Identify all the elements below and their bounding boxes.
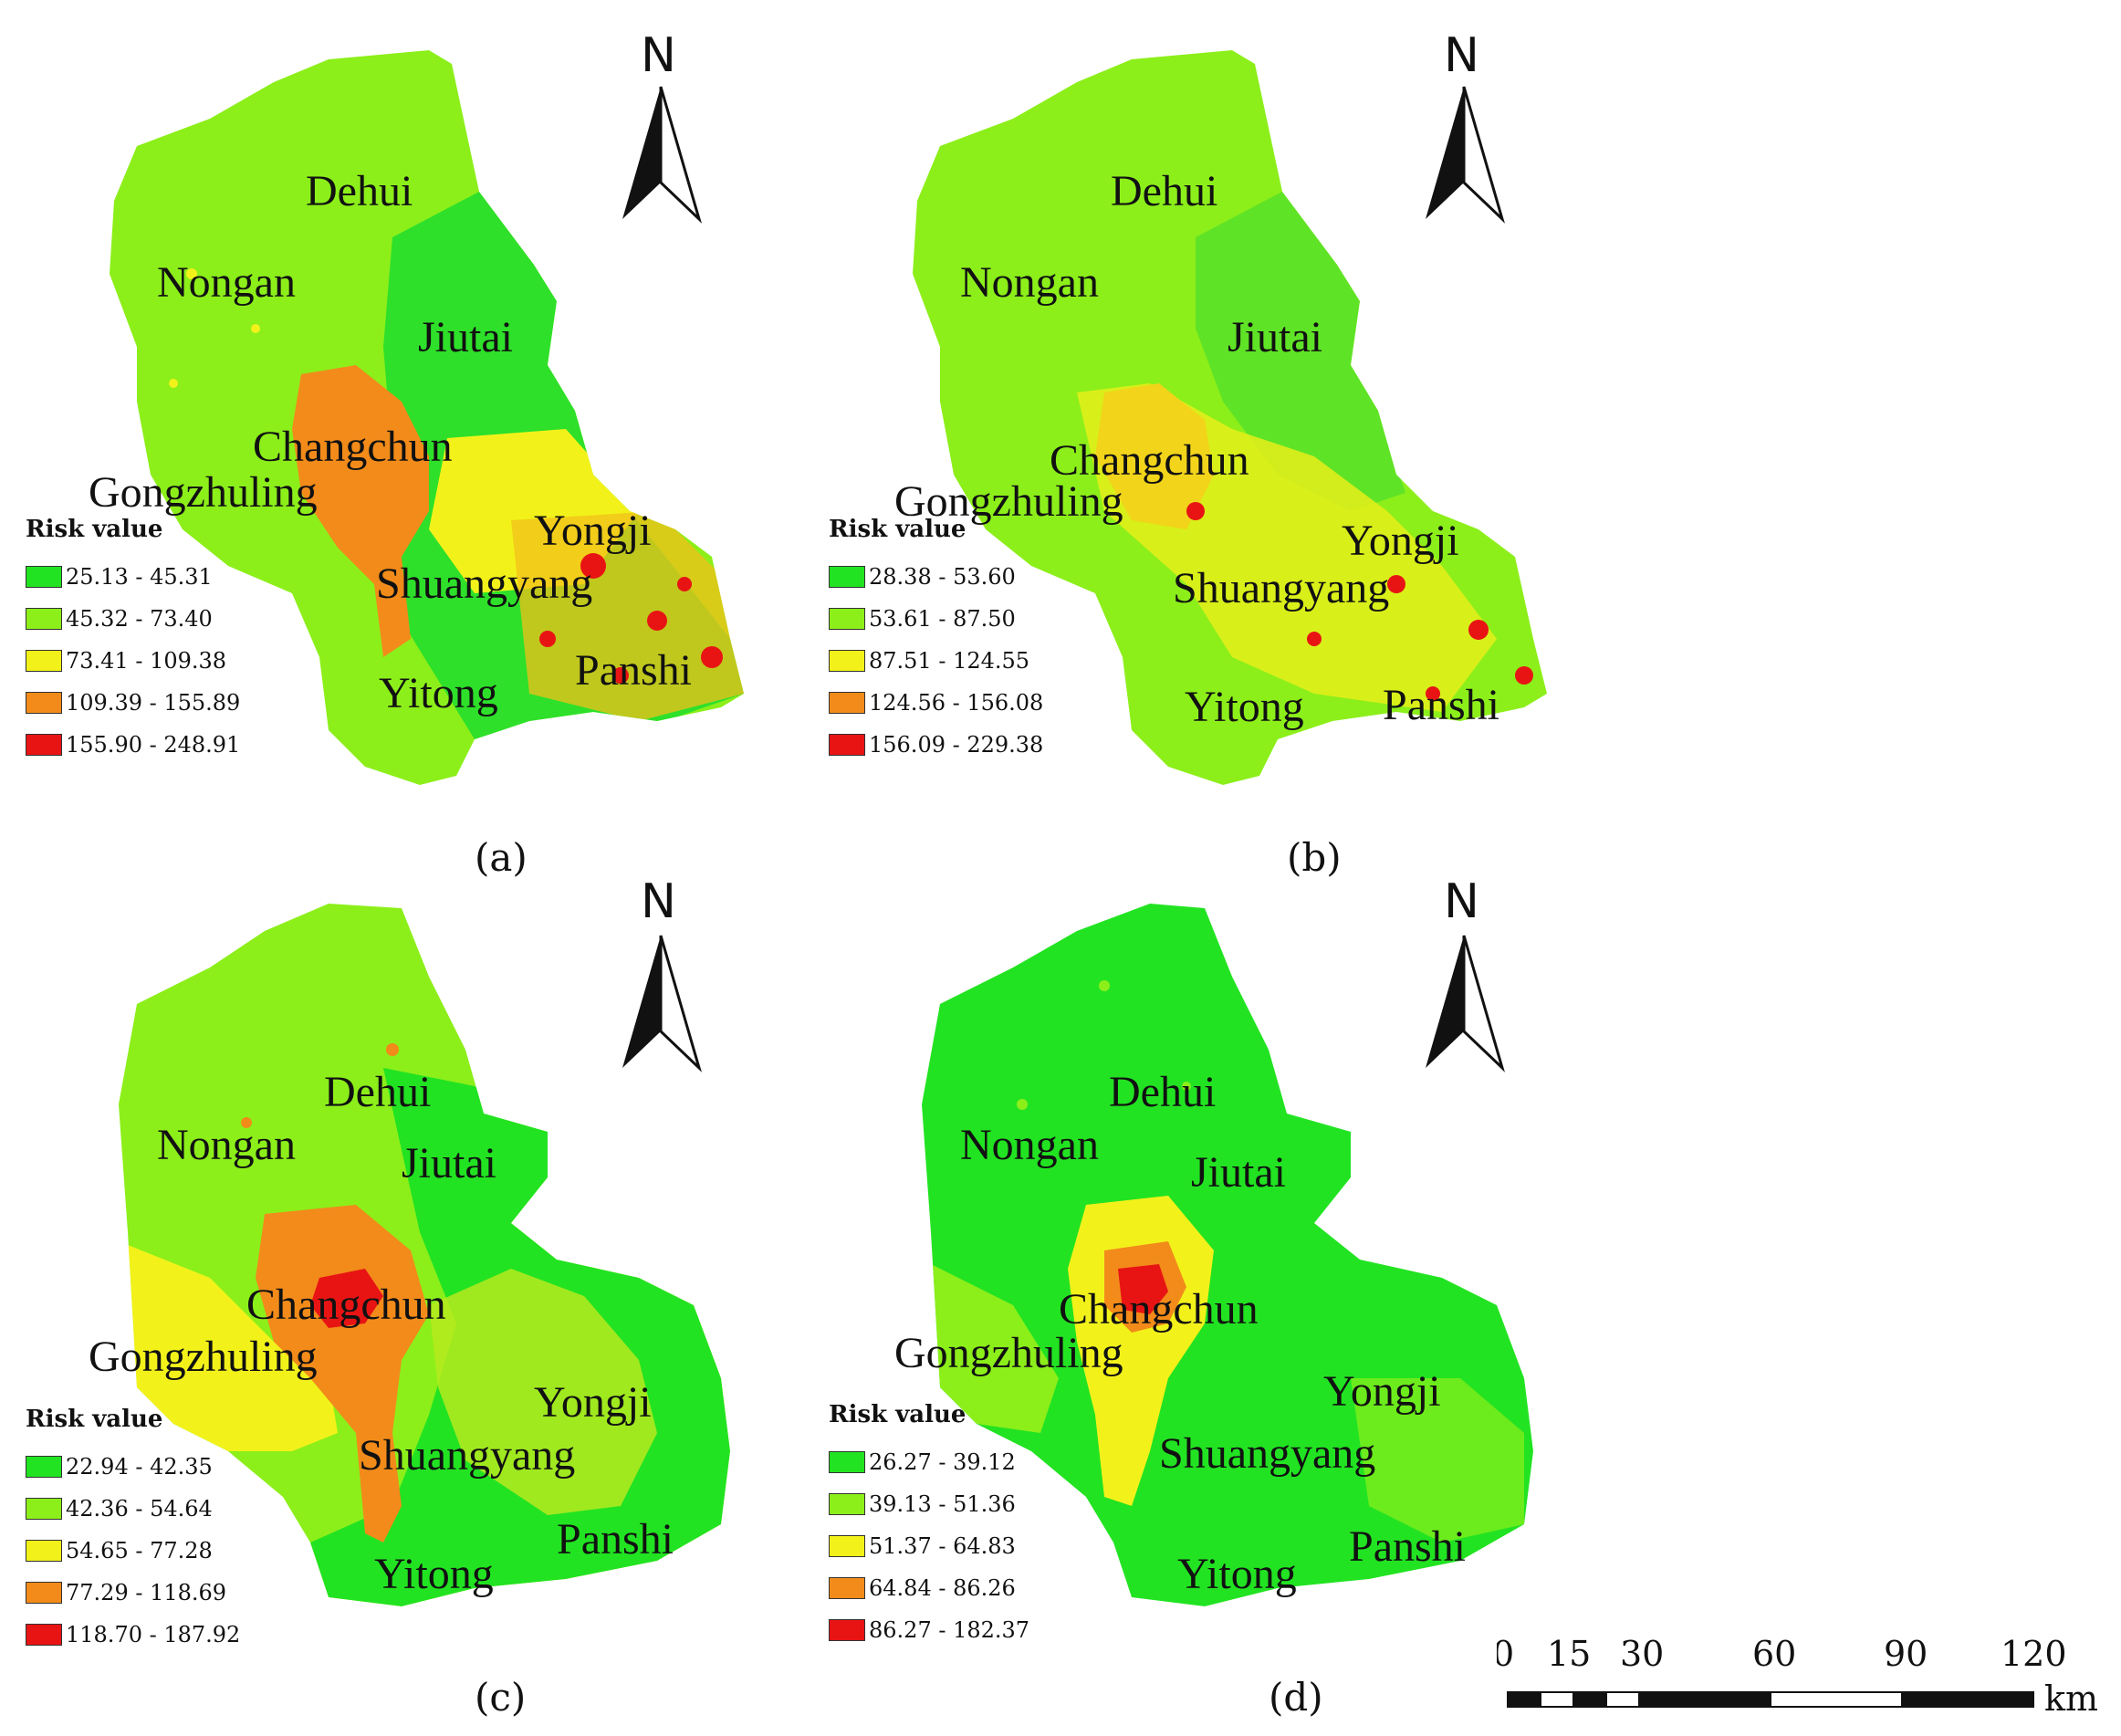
legend-item: 53.61 - 87.50 bbox=[829, 598, 1043, 640]
legend-item: 118.70 - 187.92 bbox=[26, 1614, 240, 1656]
map-panel-d: Dehui Nongan Jiutai Changchun Gongzhulin… bbox=[803, 867, 1716, 1734]
scale-bar: 0 15 30 60 90 120 km bbox=[1497, 1634, 2098, 1719]
scale-tick-label: 90 bbox=[1884, 1634, 1928, 1674]
legend-b: Risk value 28.38 - 53.60 53.61 - 87.50 8… bbox=[829, 516, 1043, 766]
risk-map-b: Dehui Nongan Jiutai Changchun Gongzhulin… bbox=[894, 28, 1547, 785]
legend-a: Risk value 25.13 - 45.31 45.32 - 73.40 7… bbox=[26, 516, 240, 766]
legend-item: 54.65 - 77.28 bbox=[26, 1530, 240, 1572]
place-label-shuangyang: Shuangyang bbox=[1173, 564, 1389, 612]
risk-map-d: Dehui Nongan Jiutai Changchun Gongzhulin… bbox=[894, 874, 1533, 1606]
legend-title: Risk value bbox=[26, 516, 163, 543]
scale-tick-label: 15 bbox=[1547, 1634, 1591, 1674]
place-label-panshi: Panshi bbox=[557, 1515, 674, 1563]
legend-item: 26.27 - 39.12 bbox=[829, 1441, 1029, 1483]
scale-tick-label: 120 bbox=[2001, 1634, 2067, 1674]
place-label-dehui: Dehui bbox=[324, 1068, 431, 1116]
legend-c: Risk value 22.94 - 42.35 42.36 - 54.64 5… bbox=[26, 1406, 240, 1656]
place-label-nongan: Nongan bbox=[157, 1121, 296, 1169]
place-label-nongan: Nongan bbox=[960, 258, 1099, 307]
scale-tick-label: 60 bbox=[1752, 1634, 1796, 1674]
place-label-jiutai: Jiutai bbox=[1191, 1148, 1286, 1197]
legend-item: 87.51 - 124.55 bbox=[829, 640, 1043, 682]
legend-d: Risk value 26.27 - 39.12 39.13 - 51.36 5… bbox=[829, 1401, 1029, 1651]
svg-text:N: N bbox=[1444, 874, 1479, 929]
place-label-jiutai: Jiutai bbox=[402, 1139, 496, 1187]
north-arrow-icon: N bbox=[622, 874, 702, 1072]
legend-item: 42.36 - 54.64 bbox=[26, 1488, 240, 1530]
place-label-gongzhuling: Gongzhuling bbox=[89, 468, 318, 517]
scale-tick-label: 30 bbox=[1620, 1634, 1664, 1674]
place-label-changchun: Changchun bbox=[1050, 436, 1249, 485]
scale-tick-label: 0 bbox=[1497, 1634, 1514, 1674]
caption-c: (c) bbox=[475, 1675, 527, 1720]
place-label-gongzhuling: Gongzhuling bbox=[894, 1329, 1123, 1377]
legend-item: 156.09 - 229.38 bbox=[829, 724, 1043, 766]
north-arrow-icon: N bbox=[1426, 28, 1505, 224]
caption-a: (a) bbox=[475, 835, 528, 880]
svg-text:N: N bbox=[641, 28, 676, 83]
place-label-yongji: Yongji bbox=[534, 507, 652, 555]
legend-item: 155.90 - 248.91 bbox=[26, 724, 240, 766]
place-label-panshi: Panshi bbox=[1349, 1522, 1466, 1571]
place-label-shuangyang: Shuangyang bbox=[359, 1431, 575, 1480]
legend-item: 64.84 - 86.26 bbox=[829, 1567, 1029, 1609]
place-label-yitong: Yitong bbox=[379, 669, 498, 717]
legend-item: 45.32 - 73.40 bbox=[26, 598, 240, 640]
place-label-yongji: Yongji bbox=[1323, 1367, 1441, 1416]
place-labels-c: Dehui Nongan Jiutai Changchun Gongzhulin… bbox=[89, 1068, 674, 1598]
risk-map-c: Dehui Nongan Jiutai Changchun Gongzhulin… bbox=[89, 874, 730, 1606]
map-panel-b: Dehui Nongan Jiutai Changchun Gongzhulin… bbox=[803, 0, 1716, 880]
svg-text:N: N bbox=[641, 874, 676, 929]
place-labels-b: Dehui Nongan Jiutai Changchun Gongzhulin… bbox=[894, 167, 1499, 731]
legend-item: 39.13 - 51.36 bbox=[829, 1483, 1029, 1525]
scale-unit: km bbox=[2044, 1678, 2098, 1719]
place-label-jiutai: Jiutai bbox=[418, 313, 513, 361]
north-arrow-icon: N bbox=[1426, 874, 1505, 1072]
legend-item: 51.37 - 64.83 bbox=[829, 1525, 1029, 1567]
place-label-nongan: Nongan bbox=[960, 1121, 1099, 1169]
place-label-dehui: Dehui bbox=[306, 167, 413, 215]
place-label-dehui: Dehui bbox=[1109, 1068, 1216, 1116]
place-label-panshi: Panshi bbox=[1383, 681, 1499, 729]
legend-item: 109.39 - 155.89 bbox=[26, 682, 240, 724]
map-panel-a: Dehui Nongan Jiutai Changchun Gongzhulin… bbox=[0, 0, 913, 880]
north-arrow-icon: N bbox=[622, 28, 702, 224]
place-label-changchun: Changchun bbox=[253, 423, 453, 471]
place-label-gongzhuling: Gongzhuling bbox=[894, 477, 1123, 526]
place-label-panshi: Panshi bbox=[575, 646, 692, 695]
legend-title: Risk value bbox=[829, 516, 966, 543]
place-label-yongji: Yongji bbox=[1342, 517, 1459, 565]
svg-text:N: N bbox=[1444, 28, 1479, 83]
risk-map-a: Dehui Nongan Jiutai Changchun Gongzhulin… bbox=[89, 28, 744, 785]
legend-item: 22.94 - 42.35 bbox=[26, 1446, 240, 1488]
caption-d: (d) bbox=[1269, 1675, 1323, 1720]
place-label-shuangyang: Shuangyang bbox=[376, 559, 592, 608]
place-label-changchun: Changchun bbox=[1059, 1285, 1259, 1333]
legend-item: 25.13 - 45.31 bbox=[26, 556, 240, 598]
place-labels-a: Dehui Nongan Jiutai Changchun Gongzhulin… bbox=[89, 167, 692, 717]
legend-title: Risk value bbox=[829, 1401, 966, 1428]
place-label-changchun: Changchun bbox=[246, 1281, 446, 1329]
place-label-jiutai: Jiutai bbox=[1228, 313, 1322, 361]
legend-item: 28.38 - 53.60 bbox=[829, 556, 1043, 598]
legend-item: 73.41 - 109.38 bbox=[26, 640, 240, 682]
scale-segments bbox=[1507, 1691, 2034, 1708]
legend-item: 86.27 - 182.37 bbox=[829, 1609, 1029, 1651]
place-label-yitong: Yitong bbox=[1177, 1550, 1297, 1598]
legend-title: Risk value bbox=[26, 1406, 163, 1433]
place-label-yitong: Yitong bbox=[374, 1550, 494, 1598]
legend-item: 124.56 - 156.08 bbox=[829, 682, 1043, 724]
place-label-nongan: Nongan bbox=[157, 258, 296, 307]
caption-b: (b) bbox=[1287, 835, 1342, 880]
map-panel-c: Dehui Nongan Jiutai Changchun Gongzhulin… bbox=[0, 867, 913, 1734]
legend-item: 77.29 - 118.69 bbox=[26, 1572, 240, 1614]
place-label-yitong: Yitong bbox=[1185, 683, 1304, 731]
place-label-yongji: Yongji bbox=[534, 1378, 652, 1427]
place-label-dehui: Dehui bbox=[1111, 167, 1217, 215]
place-label-shuangyang: Shuangyang bbox=[1159, 1429, 1375, 1478]
place-label-gongzhuling: Gongzhuling bbox=[89, 1333, 318, 1381]
place-labels-d: Dehui Nongan Jiutai Changchun Gongzhulin… bbox=[894, 1068, 1466, 1598]
